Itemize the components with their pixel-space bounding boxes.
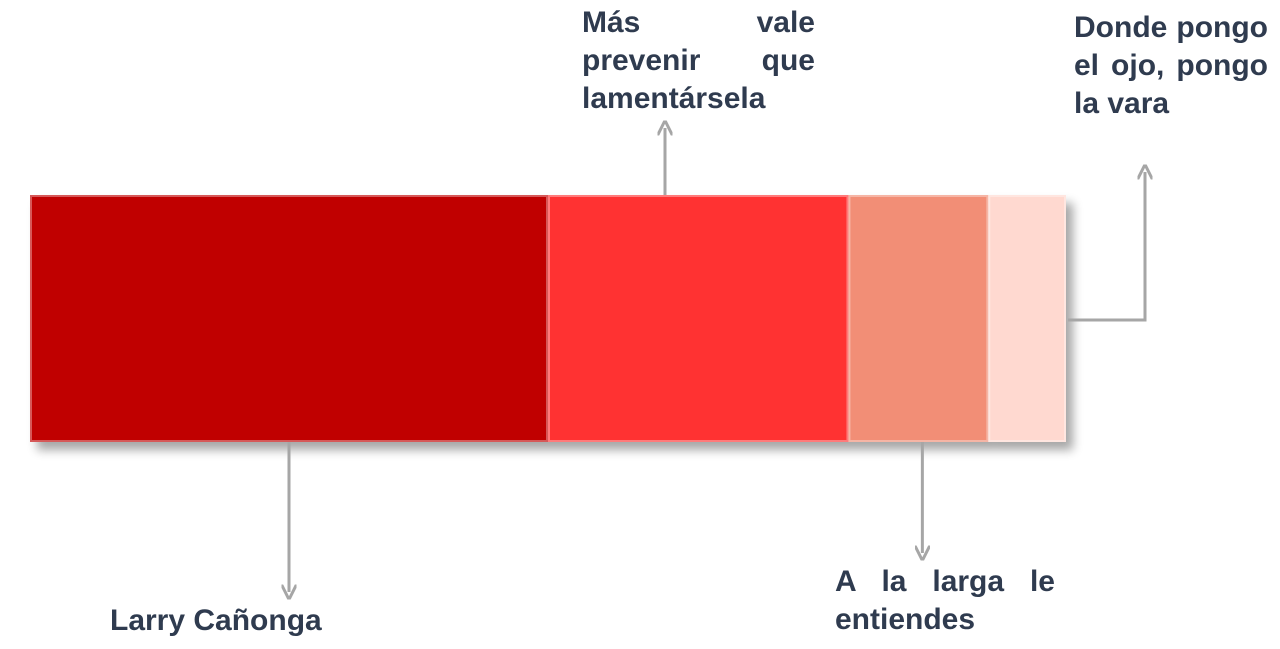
connector-4 xyxy=(1068,172,1145,322)
bar-segment-bevel-3 xyxy=(848,195,989,442)
bar-segment-3 xyxy=(848,195,989,442)
bar-segment-2 xyxy=(548,195,849,442)
bar-segment-bevel-2 xyxy=(548,195,849,442)
segment-label-2: Más vale prevenir que lamentársela xyxy=(582,6,815,115)
bar-segment-bevel-4 xyxy=(988,195,1066,442)
bar-segment-4 xyxy=(988,195,1066,442)
bar-segment-1 xyxy=(30,195,548,442)
segment-label-3: A la larga le entiendes xyxy=(835,565,1055,636)
segment-label-1: Larry Cañonga xyxy=(110,604,322,637)
bar-segment-bevel-1 xyxy=(30,195,548,442)
segment-label-4: Donde pongo el ojo, pongo la vara xyxy=(1074,11,1268,120)
